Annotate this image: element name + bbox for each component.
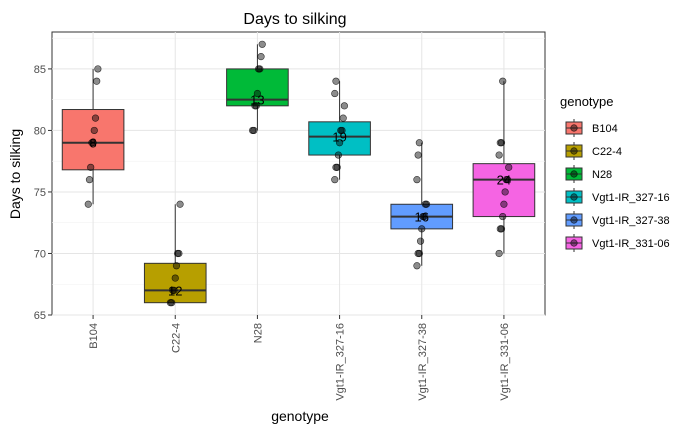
count-labels-layer: 8 12 13 19 16 24 [89,93,511,299]
legend-item-label: Vgt1-IR_327-16 [592,192,670,204]
data-point [335,139,344,147]
data-point [90,126,98,135]
data-point [89,139,97,147]
data-point [256,65,264,73]
data-point [333,163,341,171]
data-point [331,176,339,184]
y-tick-label: 85 [34,64,46,76]
legend-item-label: Vgt1-IR_331-06 [592,238,670,250]
data-point [94,65,102,73]
data-point [87,163,95,171]
chart-title: Days to silking [243,11,346,28]
count-label: 12 [168,283,182,298]
x-tick-label: N28 [252,323,264,343]
x-tick-label: B104 [88,323,100,349]
points-layer [84,40,513,307]
data-point [338,126,346,135]
boxes-layer [61,44,536,304]
y-axis-title: Days to silking [7,129,23,219]
y-tick-label: 65 [34,310,46,322]
x-tick-label: Vgt1-IR_327-16 [335,323,347,401]
legend-item-label: C22-4 [592,146,622,158]
legend-key-point [570,193,578,201]
data-point [340,102,348,110]
legend: genotype B104 C22-4 N28 Vgt1-IR_327-16 Vgt1-… [560,94,670,253]
count-label: 16 [415,210,429,225]
data-point [414,151,422,159]
legend-key-point [570,239,578,247]
axes-layer: 65 70 75 80 85 B104 C22-4 N28 Vgt1-IR_327-16 Vgt1… [34,64,511,401]
x-tick-label: Vgt1-IR_331-06 [499,323,511,401]
data-point [91,114,100,122]
legend-item-label: N28 [592,169,612,181]
box-C22-4 [143,262,207,304]
data-point [500,200,508,208]
count-label: 24 [497,173,511,188]
data-point [172,262,181,270]
legend-item-label: Vgt1-IR_327-38 [592,215,670,227]
data-point [176,200,184,208]
data-point [505,163,513,171]
data-point [418,225,426,233]
data-point [253,89,262,98]
x-tick-label: Vgt1-IR_327-38 [417,323,429,401]
data-point [252,102,260,110]
x-axis-title: genotype [271,408,329,424]
data-point [495,249,503,258]
legend-key-point [570,216,578,224]
y-tick-label: 70 [34,248,46,260]
data-point [497,139,506,147]
data-point [499,77,507,85]
legend-item-label: B104 [592,123,618,135]
legend-key-point [570,124,578,132]
data-point [415,249,423,258]
data-point [258,40,266,48]
data-point [416,237,425,245]
y-tick-label: 75 [34,187,46,199]
data-point [175,249,183,258]
data-point [170,286,178,294]
data-point [501,188,509,196]
legend-key-point [570,170,578,178]
data-point [257,53,265,61]
data-point [84,200,92,208]
data-point [497,225,506,233]
data-point [499,212,507,221]
data-point [495,151,503,159]
data-point [332,77,340,85]
data-point [339,114,347,122]
data-point [422,200,431,208]
data-point [413,176,421,184]
data-point [331,89,339,98]
y-tick-label: 80 [34,125,46,137]
data-point [250,126,258,135]
legend-key-point [570,147,578,155]
data-point [171,274,179,282]
data-point [503,176,512,184]
count-label: 8 [89,136,96,151]
data-point [168,299,176,307]
data-point [93,77,101,85]
plot-panel [51,31,546,316]
data-point [420,212,428,221]
x-tick-label: C22-4 [170,323,182,353]
data-point [413,262,421,270]
count-label: 19 [332,130,346,145]
data-point [85,176,94,184]
legend-title: genotype [560,94,614,109]
data-point [415,139,423,147]
count-label: 13 [250,93,264,108]
data-point [334,151,342,159]
